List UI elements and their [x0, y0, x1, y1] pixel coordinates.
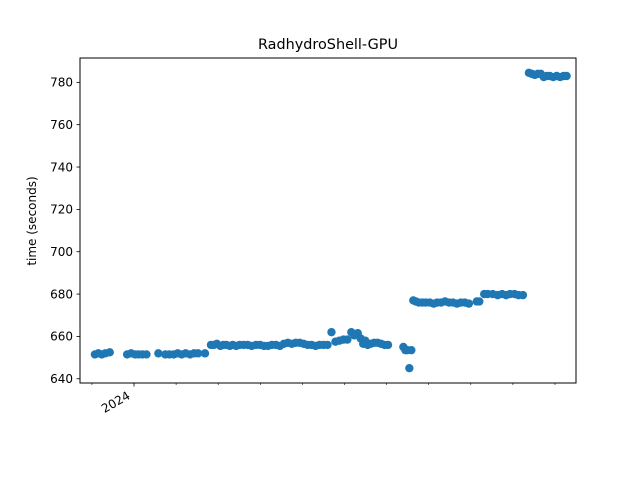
plot-frame: [79, 57, 577, 384]
data-point: [323, 340, 332, 350]
y-tick-label: 640: [50, 372, 73, 386]
data-point: [475, 297, 484, 306]
y-tick-label: 740: [50, 160, 73, 174]
data-point: [142, 350, 151, 359]
data-point: [327, 327, 336, 337]
y-axis-label: time (seconds): [25, 176, 39, 265]
data-point: [562, 71, 571, 81]
y-tick-label: 700: [50, 245, 73, 259]
data-point: [518, 290, 528, 300]
chart-title: RadhydroShell-GPU: [258, 37, 398, 53]
y-tick-label: 680: [50, 287, 73, 301]
y-tick-label: 760: [50, 118, 73, 132]
data-point: [383, 340, 393, 350]
data-point: [407, 345, 416, 355]
y-tick-label: 780: [50, 76, 73, 90]
data-point: [405, 363, 414, 373]
data-point: [200, 349, 210, 358]
data-point: [343, 335, 352, 344]
data-points: [90, 68, 571, 373]
data-point: [154, 349, 163, 358]
data-point: [464, 299, 474, 308]
y-tick-label: 720: [50, 203, 73, 217]
data-point: [193, 349, 203, 358]
y-tick-label: 660: [50, 330, 73, 344]
y-axis-ticks: 640 660 680 700 720 740 760 780: [50, 76, 80, 386]
data-point: [105, 348, 114, 357]
